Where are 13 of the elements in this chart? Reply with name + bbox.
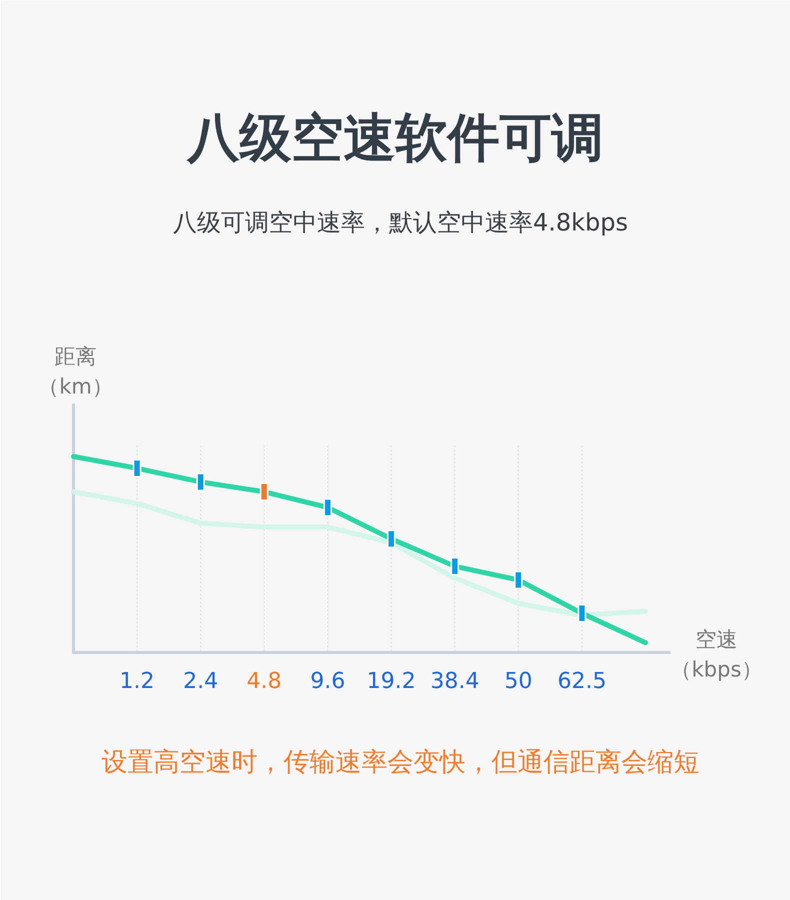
- x-tick-label: 50: [504, 669, 532, 694]
- text: 设置高空速时，传输速率会变快，但通信距离会缩短: [102, 748, 700, 778]
- x-tick-label: 9.6: [310, 669, 346, 694]
- x-tick-label: 2.4: [183, 669, 218, 694]
- x-tick-label: 62.5: [557, 669, 606, 694]
- x-axis-title: 空速（kbps）: [670, 628, 762, 682]
- y-axis-title: 距离（km）: [38, 344, 113, 398]
- x-tick-label: 19.2: [366, 669, 416, 694]
- x-tick-label: 4.8: [246, 669, 282, 694]
- chart-subtitle: 八级可调空中速率，默认空中速率4.8kbps: [172, 208, 628, 236]
- x-tick-label: 1.2: [120, 669, 155, 694]
- x-tick-label: 38.4: [430, 669, 480, 694]
- chart-title: 八级空速软件可调: [186, 108, 604, 168]
